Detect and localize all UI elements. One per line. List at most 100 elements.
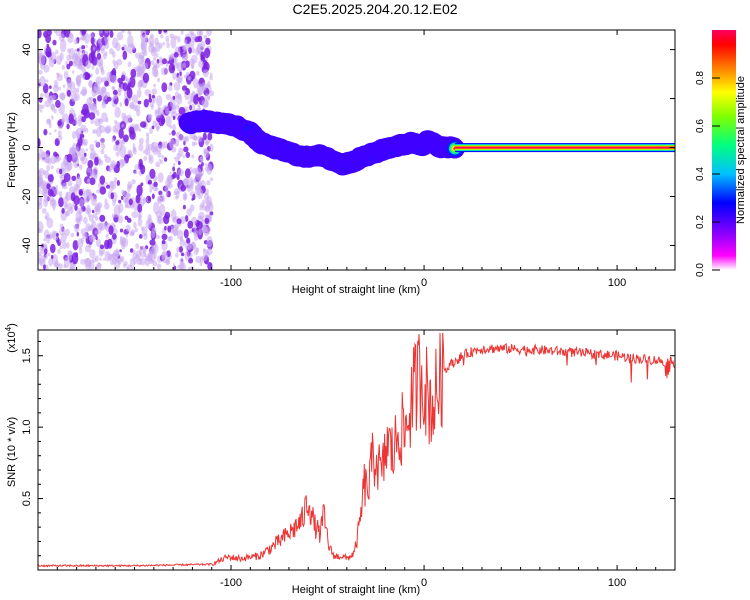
noise-speckle: [157, 197, 161, 202]
noise-speckle: [95, 67, 100, 75]
noise-speckle: [119, 159, 127, 167]
noise-speckle: [170, 36, 177, 49]
noise-speckle: [72, 202, 75, 208]
noise-speckle: [176, 229, 184, 240]
noise-speckle: [71, 175, 77, 181]
noise-speckle: [145, 138, 150, 146]
noise-speckle: [185, 71, 190, 77]
noise-speckle: [70, 232, 75, 238]
spectrogram-panel: -100 0 100 -40 -20 0 20 40 Height of straight …: [6, 29, 747, 296]
noise-speckle: [48, 132, 52, 136]
noise-speckle: [73, 146, 80, 158]
noise-speckle: [88, 214, 94, 222]
noise-speckle: [209, 90, 215, 97]
noise-speckle: [177, 36, 181, 43]
noise-speckle: [150, 46, 157, 57]
noise-speckle: [111, 74, 117, 84]
noise-speckle: [176, 218, 182, 225]
snr-y-scale-label: (x104): [4, 323, 18, 353]
noise-speckle: [137, 100, 142, 105]
noise-speckle: [85, 148, 89, 152]
noise-speckle: [154, 110, 162, 118]
noise-speckle: [99, 186, 107, 195]
noise-speckle: [133, 221, 137, 229]
x-tick-label: 100: [608, 277, 626, 289]
noise-speckle: [103, 257, 106, 262]
noise-speckle: [104, 198, 108, 205]
noise-speckle: [156, 126, 160, 132]
noise-speckle: [160, 67, 168, 76]
noise-speckle: [196, 247, 200, 253]
noise-speckle: [126, 87, 133, 99]
noise-speckle: [173, 82, 181, 91]
noise-speckle: [150, 60, 155, 66]
noise-speckle: [184, 39, 188, 44]
noise-speckle: [87, 159, 94, 169]
noise-speckle: [96, 49, 100, 54]
noise-speckle: [142, 247, 147, 255]
noise-speckle: [58, 191, 63, 198]
noise-speckle: [167, 225, 172, 233]
noise-speckle: [96, 52, 102, 60]
noise-speckle: [66, 123, 70, 130]
noise-speckle: [161, 155, 165, 159]
noise-speckle: [79, 164, 83, 170]
noise-speckle: [84, 152, 87, 157]
noise-speckle: [202, 248, 208, 256]
noise-speckle: [123, 134, 129, 143]
noise-speckle: [99, 175, 106, 185]
noise-speckle: [128, 184, 133, 189]
noise-speckle: [46, 30, 52, 37]
noise-speckle: [122, 82, 128, 92]
noise-speckle: [145, 144, 150, 150]
noise-speckle: [206, 30, 212, 37]
noise-speckle: [179, 71, 182, 76]
noise-speckle: [92, 46, 96, 51]
noise-speckle: [176, 61, 183, 72]
noise-speckle: [80, 237, 85, 244]
noise-speckle: [198, 60, 204, 69]
noise-speckle: [176, 113, 180, 117]
noise-speckle: [104, 41, 110, 50]
noise-speckle: [108, 167, 112, 172]
noise-speckle: [76, 127, 83, 135]
noise-speckle: [127, 61, 132, 68]
noise-speckle: [83, 198, 87, 204]
noise-speckle: [86, 167, 92, 173]
noise-speckle: [117, 215, 124, 224]
noise-speckle: [96, 141, 100, 148]
noise-speckle: [127, 30, 131, 35]
noise-speckle: [171, 106, 176, 115]
noise-speckle: [209, 75, 213, 81]
noise-speckle: [154, 37, 159, 46]
noise-speckle: [84, 244, 91, 253]
noise-speckle: [200, 51, 205, 60]
noise-speckle: [62, 84, 66, 88]
noise-speckle: [94, 140, 98, 144]
noise-speckle: [138, 137, 144, 145]
noise-speckle: [184, 251, 190, 261]
noise-speckle: [38, 138, 41, 147]
noise-speckle: [38, 254, 44, 265]
noise-speckle: [182, 62, 187, 68]
noise-speckle: [125, 233, 129, 238]
noise-speckle: [73, 38, 79, 45]
noise-speckle: [52, 84, 59, 93]
noise-speckle: [61, 182, 68, 190]
noise-speckle: [82, 74, 85, 80]
noise-speckle: [120, 238, 124, 244]
noise-speckle: [172, 263, 176, 267]
noise-speckle: [49, 196, 54, 203]
noise-speckle: [89, 96, 94, 102]
noise-speckle: [188, 40, 195, 49]
noise-speckle: [72, 61, 78, 67]
noise-speckle: [152, 120, 157, 127]
noise-speckle: [147, 143, 153, 151]
noise-speckle: [125, 204, 129, 209]
noise-speckle: [48, 258, 53, 267]
noise-speckle: [95, 235, 98, 240]
noise-speckle: [58, 263, 63, 269]
noise-speckle: [83, 108, 90, 119]
noise-speckle: [191, 154, 195, 159]
noise-speckle: [111, 97, 116, 101]
